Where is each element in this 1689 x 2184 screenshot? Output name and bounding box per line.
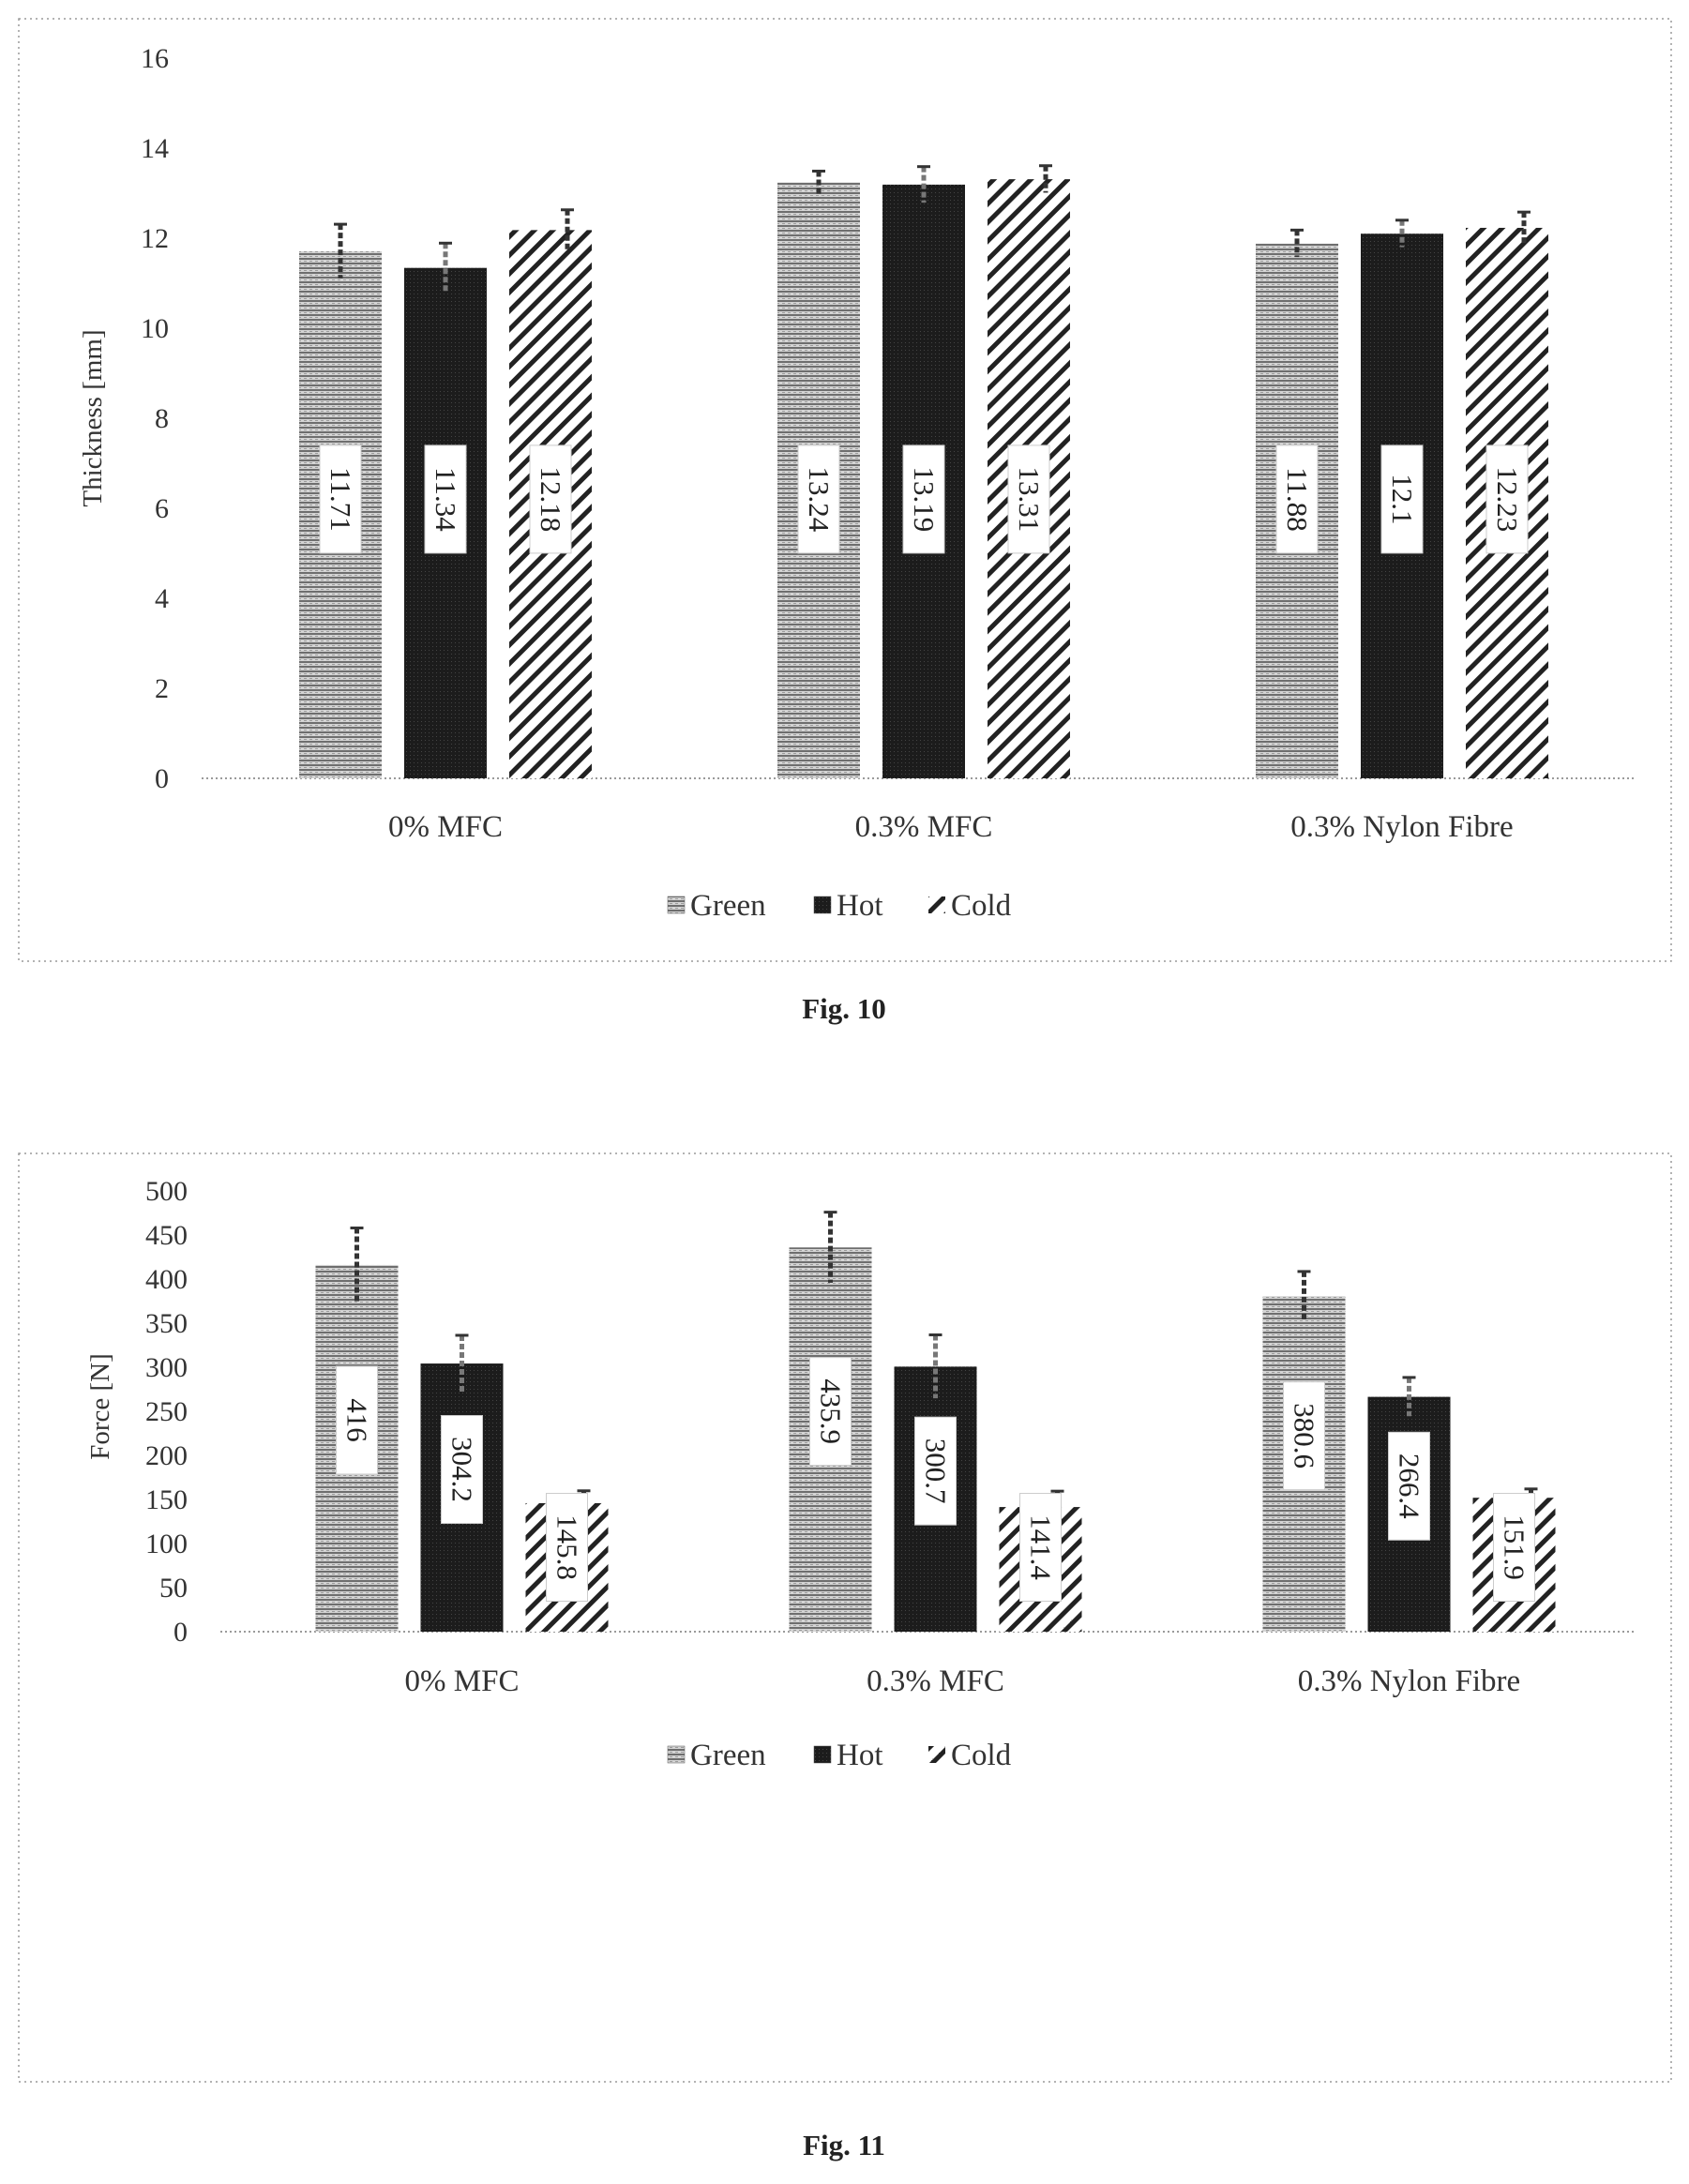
y-tick-label: 6 <box>155 493 169 524</box>
data-label-box <box>319 444 362 554</box>
x-category-label: 0.3% Nylon Fibre <box>1290 810 1513 844</box>
legend-swatch-green <box>667 896 686 914</box>
data-label: 12.23 <box>1491 467 1524 533</box>
data-label-box <box>1283 1381 1325 1491</box>
y-axis-label: Force [N] <box>85 1353 115 1460</box>
legend-swatch-green <box>667 1745 686 1764</box>
data-label: 13.19 <box>908 467 941 533</box>
legend-label-hot: Hot <box>837 889 883 923</box>
y-axis-label: Thickness [mm] <box>78 329 108 506</box>
y-tick-label: 16 <box>141 43 169 74</box>
data-label: 12.1 <box>1386 474 1419 524</box>
data-label-box <box>1007 444 1050 554</box>
data-label-box <box>424 444 467 554</box>
data-label: 141.4 <box>1025 1514 1058 1580</box>
y-tick-label: 0 <box>155 763 169 794</box>
data-label: 380.6 <box>1289 1403 1321 1469</box>
y-tick-label: 100 <box>145 1529 188 1559</box>
x-category-label: 0.3% Nylon Fibre <box>1298 1664 1520 1698</box>
chart-11: 0 50 100 150 200 250 300 350 400 450 500 Force [N] 4… <box>18 1152 1672 2083</box>
data-label-box <box>1485 444 1529 554</box>
y-tick-label: 300 <box>145 1352 188 1383</box>
data-label-box <box>1388 1431 1430 1541</box>
data-label: 266.4 <box>1394 1453 1426 1519</box>
data-label: 13.31 <box>1013 467 1046 533</box>
figure-caption-fig10: Fig. 10 <box>802 992 886 1025</box>
y-tick-label: 10 <box>141 313 169 344</box>
y-tick-label: 400 <box>145 1264 188 1295</box>
data-label-box <box>529 444 572 554</box>
data-label-box <box>1275 444 1319 554</box>
legend-label-cold: Cold <box>951 889 1012 923</box>
y-tick-label: 8 <box>155 403 169 434</box>
legend-swatch-cold <box>928 896 945 913</box>
y-tick-label: 150 <box>145 1484 188 1515</box>
data-label: 151.9 <box>1499 1514 1531 1580</box>
data-label: 13.24 <box>803 467 836 533</box>
data-label-box <box>1380 444 1424 554</box>
y-tick-label: 12 <box>141 223 169 254</box>
data-label-box <box>914 1416 957 1526</box>
data-label-box <box>902 444 945 554</box>
y-tick-label: 450 <box>145 1220 188 1251</box>
data-label-box <box>797 444 840 554</box>
x-category-label: 0.3% MFC <box>855 810 993 844</box>
data-label: 304.2 <box>446 1437 479 1502</box>
data-label: 11.88 <box>1281 467 1314 532</box>
x-category-label: 0% MFC <box>388 810 503 844</box>
y-tick-label: 14 <box>141 133 169 164</box>
y-tick-label: 350 <box>145 1308 188 1339</box>
data-label-box <box>441 1415 483 1525</box>
x-category-label: 0% MFC <box>405 1664 520 1698</box>
data-label: 11.34 <box>430 467 462 532</box>
y-tick-label: 250 <box>145 1396 188 1427</box>
data-label: 145.8 <box>551 1514 584 1580</box>
legend-swatch-hot <box>813 1745 832 1764</box>
legend-label-green: Green <box>690 1739 766 1772</box>
chart-10: 0 2 4 6 8 10 12 14 16 Thickness [mm] 11.71 11.34 12.… <box>18 18 1672 962</box>
data-label-box <box>1019 1493 1062 1602</box>
legend-swatch-hot <box>813 896 832 914</box>
figure-caption-fig11: Fig. 11 <box>803 2129 885 2161</box>
legend-label-cold: Cold <box>951 1739 1012 1772</box>
data-label: 12.18 <box>535 467 567 533</box>
y-tick-label: 0 <box>173 1617 188 1648</box>
data-label: 11.71 <box>324 467 357 532</box>
chart-frame <box>18 1152 1672 2083</box>
data-label-box <box>1493 1493 1535 1602</box>
data-label: 435.9 <box>815 1378 848 1444</box>
legend-swatch-cold <box>928 1746 945 1763</box>
y-tick-label: 50 <box>159 1573 188 1604</box>
legend-label-green: Green <box>690 889 766 923</box>
x-category-label: 0.3% MFC <box>867 1664 1004 1698</box>
y-tick-label: 2 <box>155 673 169 704</box>
data-label: 300.7 <box>920 1438 953 1504</box>
y-tick-label: 4 <box>155 583 169 614</box>
data-label-box <box>546 1493 588 1602</box>
y-tick-label: 200 <box>145 1440 188 1471</box>
data-label-box <box>809 1357 852 1467</box>
data-label: 416 <box>341 1398 374 1442</box>
legend-label-hot: Hot <box>837 1739 883 1772</box>
data-label-box <box>336 1365 378 1475</box>
y-tick-label: 500 <box>145 1176 188 1207</box>
chart-frame <box>18 18 1672 962</box>
